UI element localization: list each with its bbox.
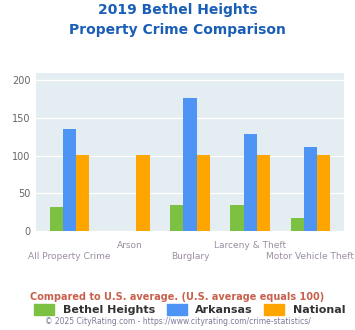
Text: Arson: Arson xyxy=(117,241,143,249)
Bar xyxy=(317,155,330,231)
Bar xyxy=(50,207,63,231)
Bar xyxy=(304,147,317,231)
Bar xyxy=(63,129,76,231)
Bar xyxy=(136,155,149,231)
Legend: Bethel Heights, Arkansas, National: Bethel Heights, Arkansas, National xyxy=(30,300,350,320)
Text: Burglary: Burglary xyxy=(171,251,209,261)
Bar xyxy=(244,134,257,231)
Bar xyxy=(170,205,183,231)
Bar xyxy=(290,218,304,231)
Bar xyxy=(257,155,270,231)
Bar xyxy=(76,155,89,231)
Bar xyxy=(183,98,197,231)
Text: Compared to U.S. average. (U.S. average equals 100): Compared to U.S. average. (U.S. average … xyxy=(31,292,324,302)
Bar xyxy=(230,205,244,231)
Text: All Property Crime: All Property Crime xyxy=(28,251,111,261)
Text: © 2025 CityRating.com - https://www.cityrating.com/crime-statistics/: © 2025 CityRating.com - https://www.city… xyxy=(45,317,310,326)
Text: 2019 Bethel Heights: 2019 Bethel Heights xyxy=(98,3,257,17)
Text: Larceny & Theft: Larceny & Theft xyxy=(214,241,286,249)
Text: Property Crime Comparison: Property Crime Comparison xyxy=(69,23,286,37)
Text: Motor Vehicle Theft: Motor Vehicle Theft xyxy=(267,251,354,261)
Bar xyxy=(197,155,210,231)
